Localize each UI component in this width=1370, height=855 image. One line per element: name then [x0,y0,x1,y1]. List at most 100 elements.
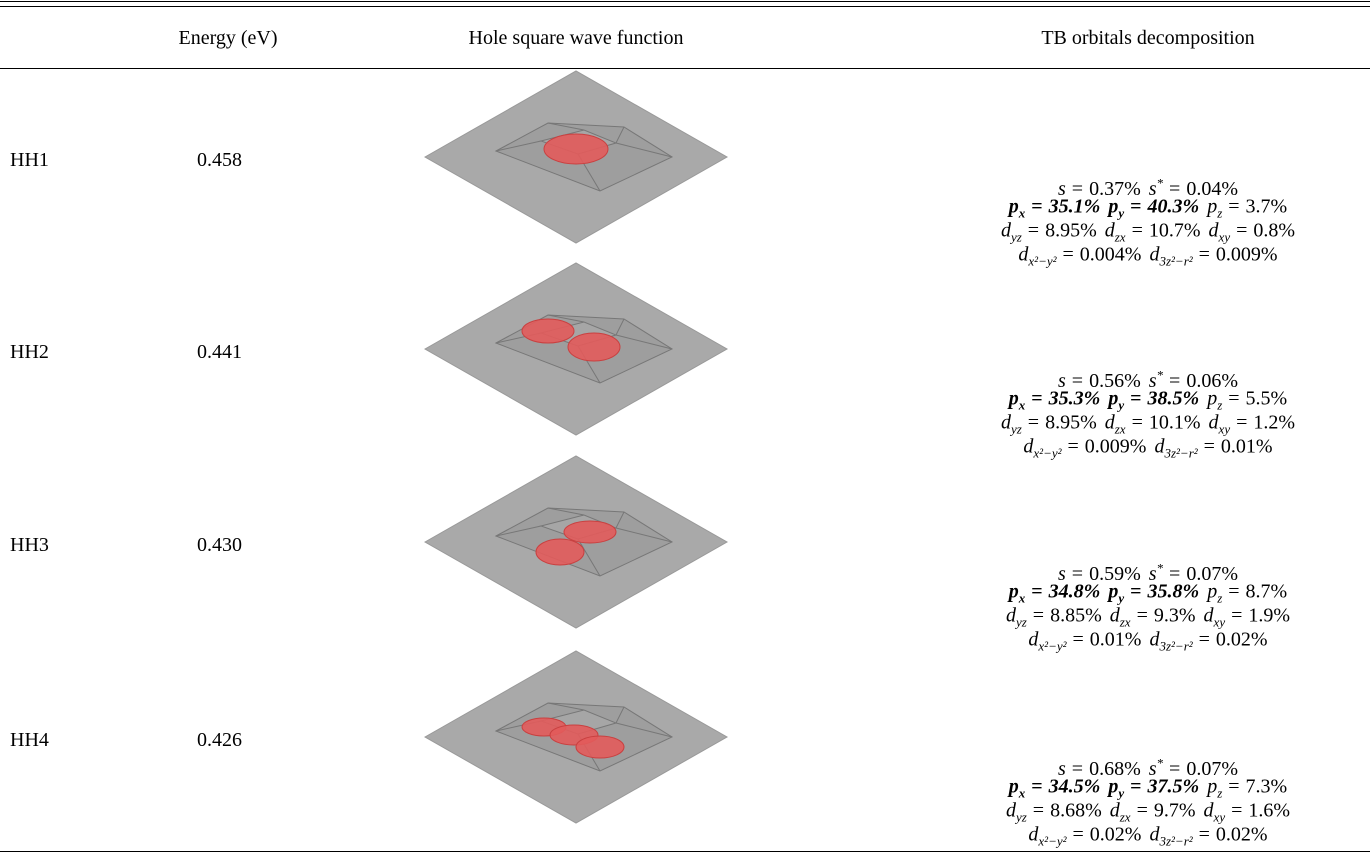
orbital-term: dyz = 8.95% [1001,411,1097,437]
orbital-term: dzx = 9.7% [1109,799,1196,825]
pyramid-edge [577,538,601,577]
orbital-weight: 9.7% [1153,799,1196,822]
orbital-symbol: p [1008,580,1019,603]
orbital-subscript: z [1217,397,1223,413]
orbital-symbol: s [1058,757,1066,780]
orbital-term: dx²−y² = 0.02% [1028,823,1142,849]
orbital-symbol: s [1148,757,1157,780]
relation: = [1131,219,1143,242]
wave-density [521,318,575,344]
orbital-term: pz = 7.3% [1207,775,1287,801]
orbital-subscript: xy [1218,421,1231,437]
orbital-weight: 35.8% [1147,580,1200,603]
decomposition-line: dx²−y² = 0.01% d3z²−r² = 0.02% [1024,628,1271,659]
pyramid-edge [547,122,585,131]
energy: 0.441 [197,341,242,363]
orbital-symbol: d [1149,823,1160,846]
orbital-weight: 34.8% [1048,580,1101,603]
relation: = [1136,799,1148,822]
orbital-term: pz = 8.7% [1207,581,1287,606]
orbital-weight: 0.68% [1089,757,1141,780]
orbital-symbol: p [1207,387,1218,410]
relation: = [1072,628,1084,651]
pyramid-edge [495,140,542,152]
relation: = [1071,562,1084,585]
orbital-weight: 8.95% [1045,411,1097,434]
orbital-weight: 0.004% [1079,243,1142,266]
row-label: HH4 [10,729,49,751]
row-label: HH1 [10,149,49,171]
relation: = [1198,243,1210,266]
orbital-symbol: d [1208,411,1219,434]
orbital-symbol: p [1108,775,1119,798]
decomposition-line: s = 0.37% s* = 0.04% [1054,171,1242,201]
orbital-term: py = 40.3% [1108,195,1199,221]
pyramid-edge [615,722,673,738]
orbital-symbol: p [1008,387,1019,410]
pyramid-edge [495,525,542,537]
orbital-symbol: p [1108,195,1119,218]
decomposition-line: dyz = 8.68% dzx = 9.7% dxy = 1.6% [1002,799,1294,830]
relation: = [1071,369,1084,392]
orbital-symbol: d [1005,604,1016,627]
relation: = [1228,195,1240,218]
orbital-weight: 5.5% [1245,387,1288,410]
orbital-weight: 0.02% [1089,823,1142,846]
orbital-symbol: p [1108,580,1119,603]
decomposition-line: dyz = 8.85% dzx = 9.3% dxy = 1.9% [1002,604,1294,635]
orbital-weight: 0.07% [1186,562,1238,585]
pyramid-edge [615,706,625,724]
orbital-term: py = 38.5% [1108,387,1200,413]
relation: = [1228,775,1240,798]
orbital-subscript: 3z²−r² [1159,833,1193,849]
orbital-symbol: d [1000,219,1011,242]
wave-function-image [423,650,729,824]
orbital-weight: 0.59% [1089,562,1141,585]
decomposition-line: s = 0.56% s* = 0.06% [1054,363,1242,393]
decomposition-line: dx²−y² = 0.004% d3z²−r² = 0.009% [1014,243,1281,274]
top-rule [0,6,1370,7]
decomposition-line: dx²−y² = 0.009% d3z²−r² = 0.01% [1019,435,1276,466]
orbital-term: s = 0.56% [1058,370,1141,392]
orbital-term: s* = 0.07% [1148,560,1238,585]
orbital-term: dyz = 8.95% [1000,219,1097,245]
orbital-subscript: x [1018,590,1026,606]
wave-function-image [423,262,729,436]
orbital-term: s = 0.37% [1058,178,1141,200]
orbital-term: dx²−y² = 0.01% [1028,628,1141,654]
orbital-weight: 1.6% [1248,799,1291,822]
orbital-subscript: x [1018,785,1026,801]
relation: = [1031,387,1043,410]
relation: = [1067,435,1079,458]
orbital-term: d3z²−r² = 0.02% [1149,823,1267,849]
orbital-weight: 0.009% [1215,243,1278,266]
orbital-weight: 0.02% [1215,628,1268,651]
orbital-symbol: d [1005,799,1016,822]
column-header: Hole square wave function [468,27,684,49]
relation: = [1136,604,1148,627]
decomposition-line: px = 34.8% py = 35.8% pz = 8.7% [1005,580,1291,611]
orbital-symbol: d [1109,799,1120,822]
decomposition-line: s = 0.68% s* = 0.07% [1054,751,1242,781]
orbital-term: py = 37.5% [1108,775,1200,801]
orbital-subscript: 3z²−r² [1159,638,1193,654]
orbital-superscript: * [1156,367,1164,383]
orbital-term: dyz = 8.68% [1005,799,1102,825]
orbital-superscript: * [1156,560,1164,576]
relation: = [1062,243,1074,266]
relation: = [1169,757,1181,780]
decomposition-line: px = 34.5% py = 37.5% pz = 7.3% [1005,775,1291,806]
orbital-term: dyz = 8.85% [1005,604,1102,630]
orbital-subscript: y [1118,785,1125,801]
orbital-subscript: 3z²−r² [1159,253,1193,269]
decomposition-line: px = 35.3% py = 38.5% pz = 5.5% [1005,387,1291,418]
orbital-weight: 37.5% [1147,775,1200,798]
orbital-symbol: s [1148,562,1157,585]
bottom-rule [0,851,1370,852]
orbital-symbol: d [1104,219,1115,242]
decomposition-line: dyz = 8.95% dzx = 10.7% dxy = 0.8% [997,219,1299,250]
orbital-weight: 35.3% [1048,387,1101,410]
relation: = [1228,387,1240,410]
relation: = [1198,628,1210,651]
orbital-weight: 38.5% [1147,387,1200,410]
